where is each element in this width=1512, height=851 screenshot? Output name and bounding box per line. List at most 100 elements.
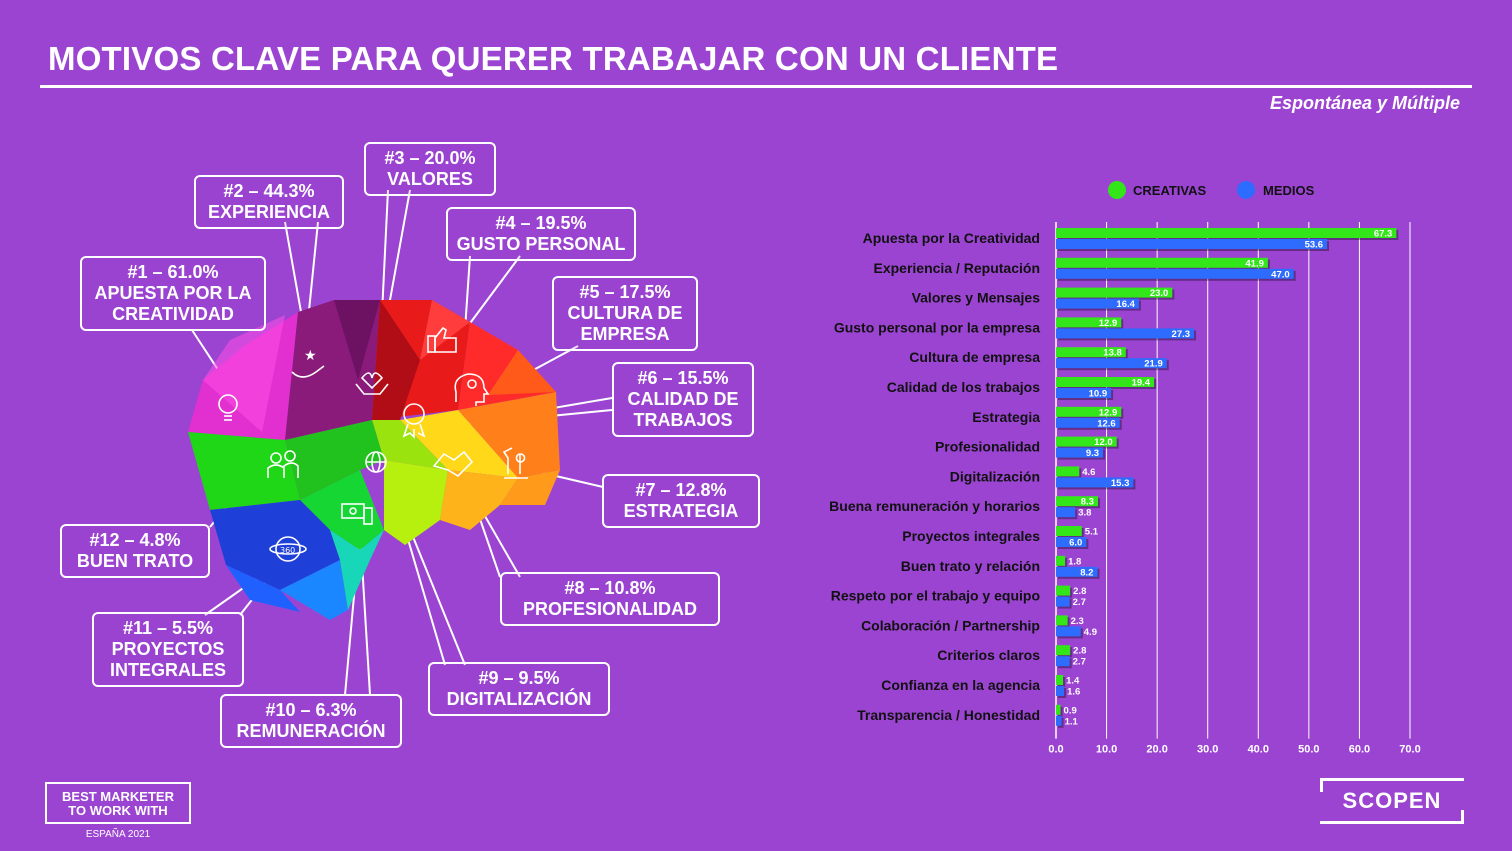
- category-label: Confianza en la agencia: [881, 677, 1040, 693]
- bar-creativas: [1056, 675, 1064, 685]
- bar-creativas: [1056, 526, 1082, 536]
- scopen-logo: SCOPEN: [1320, 778, 1464, 824]
- bar-creativas: [1056, 704, 1061, 715]
- callout-6: #6 – 15.5% CALIDAD DE TRABAJOS: [612, 362, 754, 437]
- bar-medios: [1056, 358, 1167, 369]
- bar-value-label: 2.3: [1071, 616, 1084, 627]
- category-label: Respeto por el trabajo y equipo: [831, 588, 1040, 604]
- bar-creativas: [1056, 406, 1122, 417]
- people-icon: [267, 450, 299, 478]
- callout-rank: #11 – 5.5%: [122, 618, 214, 638]
- bar-value-label: 1.4: [1066, 676, 1080, 687]
- bar-medios: [1056, 537, 1087, 547]
- bar-creativas: [1056, 496, 1098, 507]
- brain-infographic: ★ 360: [188, 189, 613, 696]
- x-tick-label: 0.0: [1048, 744, 1063, 756]
- bar-medios: [1056, 417, 1120, 428]
- bar-value-label: 4.6: [1082, 467, 1095, 478]
- bar-value-label: 1.1: [1065, 716, 1079, 727]
- handshake-icon: [432, 450, 474, 478]
- callout-rank: #3 – 20.0%: [384, 148, 476, 168]
- best-marketer-logo: BEST MARKETER TO WORK WITH: [45, 782, 191, 824]
- category-label: Transparencia / Honestidad: [857, 707, 1040, 723]
- callout-label: PROYECTOS: [111, 639, 225, 659]
- category-label: Cultura de empresa: [909, 349, 1040, 365]
- bar-value-label: 1.8: [1068, 556, 1081, 567]
- x-tick-label: 10.0: [1096, 744, 1117, 756]
- category-label: Criterios claros: [937, 647, 1040, 663]
- category-label: Estrategia: [972, 409, 1040, 425]
- bar-medios: [1056, 715, 1062, 726]
- bar-value-label: 67.3: [1374, 229, 1393, 240]
- callout-label: BUEN TRATO: [76, 551, 194, 571]
- callout-label: ESTRATEGIA: [623, 501, 739, 521]
- callout-rank: #2 – 44.3%: [223, 181, 315, 201]
- callout-2: #2 – 44.3% EXPERIENCIA: [194, 175, 344, 229]
- category-label: Valores y Mensajes: [912, 290, 1041, 306]
- bar-medios: [1056, 268, 1294, 279]
- bar-value-label: 19.4: [1132, 378, 1151, 389]
- bar-medios: [1056, 477, 1134, 488]
- callout-rank: #10 – 6.3%: [265, 700, 357, 720]
- title-divider: [40, 85, 1472, 88]
- bar-value-label: 27.3: [1172, 329, 1191, 340]
- bar-value-label: 12.0: [1094, 437, 1113, 448]
- chart-legend: CREATIVAS MEDIOS: [1108, 181, 1315, 199]
- callout-label: GUSTO PERSONAL: [456, 234, 626, 254]
- bar-value-label: 4.9: [1084, 627, 1097, 638]
- bar-creativas: [1056, 585, 1071, 596]
- callout-label: APUESTA POR LA: [94, 283, 252, 303]
- bar-value-label: 2.7: [1073, 657, 1086, 668]
- callout-3: #3 – 20.0% VALORES: [364, 142, 496, 196]
- bar-creativas: [1056, 615, 1068, 626]
- bar-value-label: 1.6: [1067, 687, 1080, 698]
- bar-value-label: 12.6: [1097, 418, 1116, 429]
- callout-rank: #9 – 9.5%: [478, 668, 560, 688]
- heart-hands-icon: [355, 372, 389, 395]
- category-label: Calidad de los trabajos: [887, 379, 1040, 395]
- bar-value-label: 12.9: [1099, 407, 1118, 418]
- bar-value-label: 47.0: [1271, 269, 1290, 280]
- category-label: Proyectos integrales: [902, 528, 1040, 544]
- bar-medios: [1056, 626, 1081, 637]
- bar-value-label: 10.9: [1089, 389, 1108, 400]
- callout-rank: #8 – 10.8%: [564, 578, 656, 598]
- callout-rank: #7 – 12.8%: [635, 480, 727, 500]
- bar-creativas: [1056, 377, 1155, 387]
- bar-value-label: 9.3: [1086, 448, 1099, 459]
- callout-rank: #4 – 19.5%: [495, 213, 587, 233]
- bar-value-label: 12.9: [1099, 318, 1118, 329]
- legend-swatch: [1237, 181, 1255, 199]
- callout-label: PROFESIONALIDAD: [522, 599, 697, 619]
- bar-medios: [1056, 596, 1070, 607]
- bar-medios: [1056, 239, 1328, 249]
- bar-value-label: 8.2: [1080, 567, 1093, 578]
- callout-label: EMPRESA: [580, 324, 670, 344]
- category-label: Colaboración / Partnership: [861, 617, 1040, 633]
- brain-shape: [188, 300, 560, 620]
- bar-value-label: 6.0: [1069, 538, 1082, 549]
- page-subtitle: Espontánea y Múltiple: [1269, 93, 1460, 113]
- chart-category-labels: Apuesta por la Creatividad Experiencia / …: [829, 230, 1040, 723]
- bar-medios: [1056, 686, 1065, 696]
- bar-value-label: 15.3: [1111, 478, 1130, 489]
- category-label: Apuesta por la Creatividad: [863, 230, 1040, 246]
- category-label: Digitalización: [950, 468, 1040, 484]
- page-title: MOTIVOS CLAVE PARA QUERER TRABAJAR CON U…: [48, 40, 1059, 77]
- bar-medios: [1056, 388, 1112, 398]
- bar-medios: [1056, 507, 1076, 518]
- bar-value-label: 41.9: [1245, 258, 1264, 269]
- callout-12: #12 – 4.8% BUEN TRATO: [60, 524, 210, 578]
- bar-creativas: [1056, 347, 1126, 358]
- callout-rank: #1 – 61.0%: [127, 262, 219, 282]
- x-tick-label: 70.0: [1399, 744, 1420, 756]
- callout-label: INTEGRALES: [109, 660, 226, 680]
- callout-rank: #5 – 17.5%: [579, 282, 671, 302]
- bar-value-label: 23.0: [1150, 288, 1169, 299]
- x-tick-label: 40.0: [1248, 744, 1269, 756]
- callout-label: EXPERIENCIA: [207, 202, 331, 222]
- bar-value-label: 53.6: [1305, 240, 1324, 251]
- callout-7: #7 – 12.8% ESTRATEGIA: [602, 474, 760, 528]
- bar-creativas: [1056, 287, 1173, 298]
- medal-icon: [402, 403, 426, 439]
